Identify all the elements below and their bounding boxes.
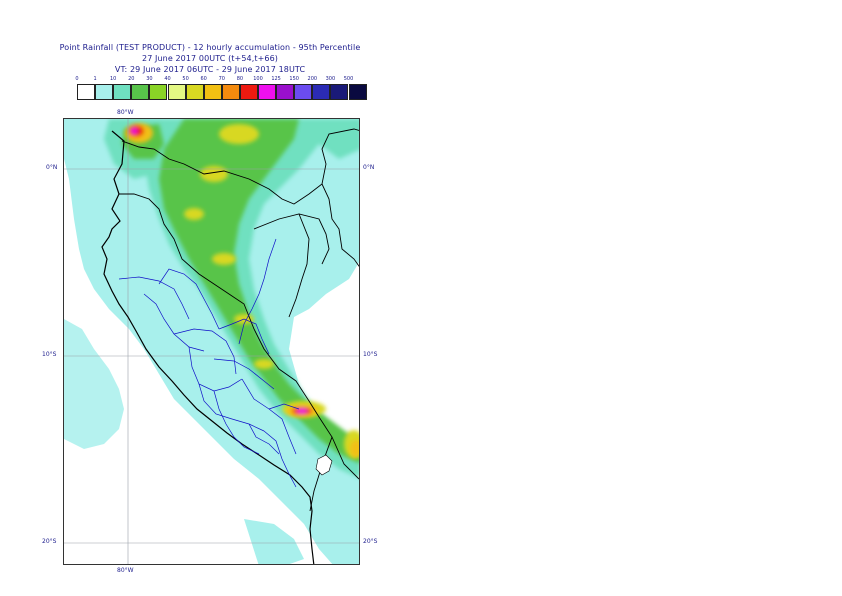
lat-label-0-right: 0°N: [363, 164, 375, 171]
legend-tick-label: 200: [307, 76, 318, 82]
legend-tick-label: 50: [182, 76, 189, 82]
legend-swatch: [185, 84, 204, 100]
legend-swatch: [312, 84, 331, 100]
lat-label-20s-right: 20°S: [363, 538, 378, 545]
legend-tick-label: 500: [343, 76, 354, 82]
legend-swatch: [258, 84, 277, 100]
lon-label-top-outer: 80°W: [117, 109, 134, 116]
legend-tick-label: 125: [271, 76, 281, 82]
legend-tick-label: 100: [253, 76, 263, 82]
rainfall-map: 80°W: [63, 118, 360, 565]
legend-tick-label: 0: [75, 76, 79, 82]
admin-borders: [118, 238, 300, 488]
legend-swatch: [330, 84, 349, 100]
legend-tick-label: 20: [128, 76, 135, 82]
legend-swatch: [95, 84, 114, 100]
legend-tick-label: 10: [110, 76, 117, 82]
valid-time-label: VT: 29 June 2017 06UTC - 29 June 2017 18…: [114, 65, 306, 74]
map-title: Point Rainfall (TEST PRODUCT) - 12 hourl…: [59, 43, 361, 52]
graticule: [64, 119, 359, 564]
legend-swatch: [113, 84, 132, 100]
legend-swatch: [149, 84, 168, 100]
legend-swatch: [276, 84, 295, 100]
legend-swatch: [131, 84, 150, 100]
lake-titicaca: [315, 454, 333, 476]
legend-tick-label: 150: [289, 76, 299, 82]
lat-label-20s-left: 20°S: [42, 538, 57, 545]
rain-field-light: [64, 119, 359, 564]
legend-tick-label: 300: [325, 76, 336, 82]
legend-tick-label: 60: [200, 76, 207, 82]
color-legend: 0 1 10 20 30 40 50 60 70 80 100 125 150 200 300 500: [0, 0, 842, 110]
coastline: [101, 130, 315, 564]
country-borders: [119, 128, 359, 512]
legend-swatch: [221, 84, 240, 100]
legend-swatch: [203, 84, 222, 100]
rain-field-hot: [125, 123, 359, 458]
lat-label-0-left: 0°N: [46, 164, 58, 171]
legend-tick-label: 1: [93, 76, 97, 82]
legend-tick-label: 30: [146, 76, 153, 82]
legend-swatch: [239, 84, 258, 100]
lat-label-10s-left: 10°S: [42, 351, 57, 358]
legend-swatch: [348, 84, 367, 100]
map-canvas: [64, 119, 359, 564]
legend-tick-label: 70: [218, 76, 225, 82]
legend-tick-label: 80: [236, 76, 244, 82]
legend-swatch: [167, 84, 186, 100]
legend-tick-label: 40: [164, 76, 171, 82]
legend-swatch: [77, 84, 96, 100]
lon-label-bottom: 80°W: [117, 567, 134, 574]
lat-label-10s-right: 10°S: [363, 351, 378, 358]
legend-swatch: [294, 84, 313, 100]
run-time-label: 27 June 2017 00UTC (t+54,t+66): [142, 54, 278, 63]
